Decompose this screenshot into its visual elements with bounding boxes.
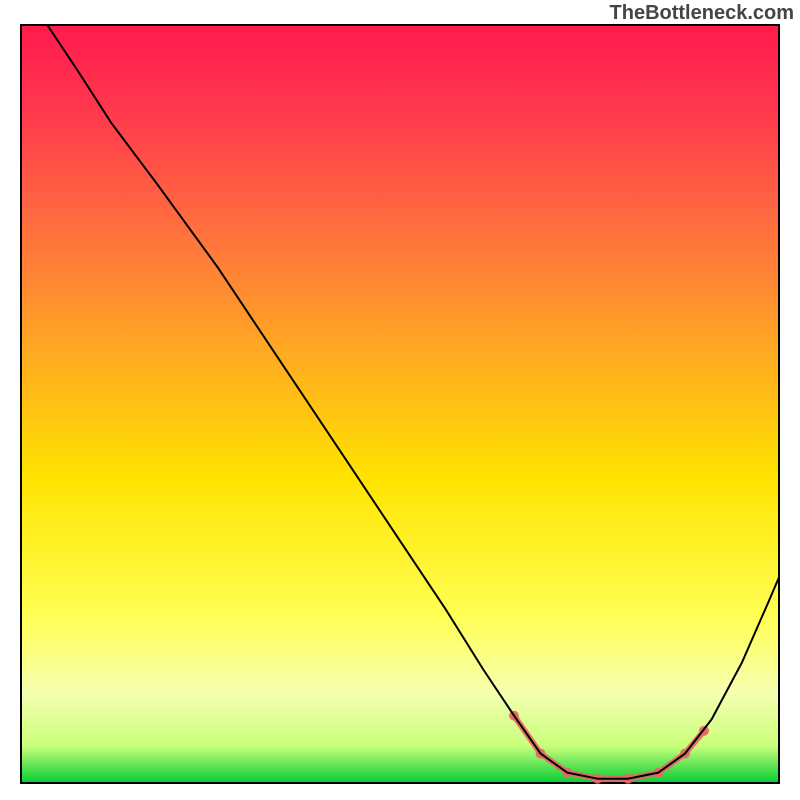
chart-svg (20, 24, 780, 784)
watermark-text: TheBottleneck.com (610, 2, 794, 25)
chart-container: { "watermark": "TheBottleneck.com", "wat… (0, 0, 800, 800)
chart-background (20, 24, 780, 784)
chart-area (20, 24, 780, 784)
